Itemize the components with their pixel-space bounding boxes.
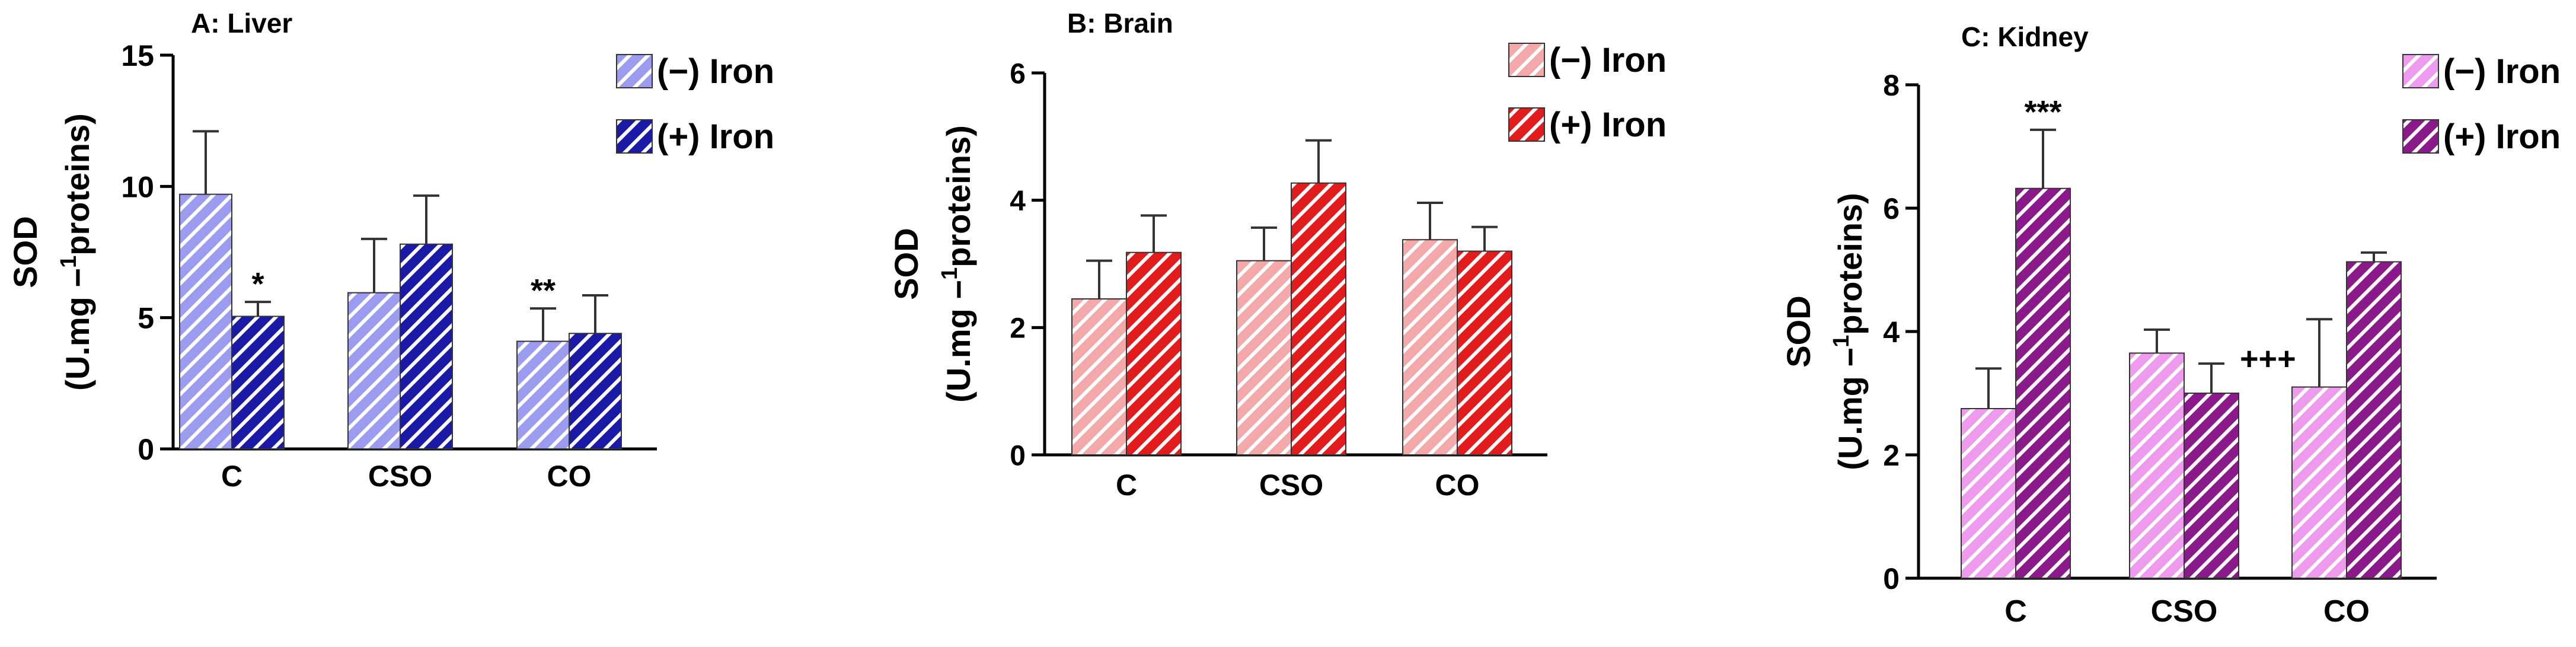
bar-cso-minus-iron bbox=[347, 292, 401, 450]
legend-swatch bbox=[616, 119, 653, 154]
bar-c-plus-iron bbox=[1126, 251, 1182, 455]
legend-swatch bbox=[1508, 107, 1545, 142]
bar-cso-minus-iron bbox=[2129, 352, 2185, 579]
bar-co-plus-iron bbox=[2346, 261, 2402, 579]
bar-c-plus-iron bbox=[231, 315, 285, 450]
y-tick-label: 5 bbox=[138, 302, 154, 335]
legend-label: (+) Iron bbox=[657, 117, 774, 156]
bar-cso-plus-iron bbox=[400, 243, 453, 450]
legend-swatch bbox=[616, 54, 653, 88]
bar-c-minus-iron bbox=[1961, 408, 2016, 579]
y-axis-unit-label: (U.mg −1proteins) bbox=[56, 113, 96, 391]
legend-label: (−) Iron bbox=[657, 52, 774, 91]
legend-swatch bbox=[1508, 43, 1545, 77]
x-tick-label: C bbox=[221, 460, 242, 493]
x-tick-label: CSO bbox=[368, 460, 432, 493]
y-axis-unit-label: (U.mg −1proteins) bbox=[937, 125, 977, 403]
x-tick-label: CSO bbox=[2151, 594, 2218, 629]
y-tick-label: 2 bbox=[1883, 439, 1900, 472]
significance-marker: *** bbox=[2024, 94, 2061, 130]
panel-kidney: C: Kidney SOD (U.mg −1proteins) 0 2 4 6 8 C CSO CO… bbox=[1780, 21, 2561, 629]
bar-co-minus-iron bbox=[2291, 386, 2347, 579]
legend-swatch bbox=[2402, 119, 2439, 154]
y-axis-label: SOD bbox=[1780, 295, 1817, 367]
bar-cso-minus-iron bbox=[1236, 260, 1292, 455]
y-tick-label: 15 bbox=[121, 39, 154, 72]
x-tick-label: CO bbox=[1435, 468, 1480, 502]
y-tick-label: 4 bbox=[1010, 186, 1026, 217]
y-axis-label: SOD bbox=[888, 228, 925, 299]
y-tick-label: 0 bbox=[1010, 440, 1026, 471]
panel-brain: B: Brain SOD (U.mg −1proteins) 0 2 4 6 C CSO CO (−… bbox=[888, 8, 1667, 502]
bar-co-plus-iron bbox=[569, 333, 622, 450]
y-tick-label: 0 bbox=[1883, 562, 1900, 595]
legend-label: (+) Iron bbox=[1549, 106, 1667, 144]
legend-swatch bbox=[2402, 54, 2439, 88]
bar-c-plus-iron bbox=[2015, 187, 2071, 579]
x-tick-label: CSO bbox=[1259, 468, 1323, 502]
significance-marker: +++ bbox=[2240, 341, 2296, 377]
y-tick-label: 0 bbox=[138, 433, 154, 466]
panel-liver: A: Liver SOD (U.mg −1proteins) 0 5 10 15 C CSO CO… bbox=[7, 8, 774, 493]
bar-co-plus-iron bbox=[1457, 250, 1512, 455]
x-tick-label: CO bbox=[547, 460, 592, 493]
y-axis-label: SOD bbox=[7, 216, 44, 288]
chart-title: C: Kidney bbox=[1961, 21, 2089, 52]
y-axis-unit-label: (U.mg −1proteins) bbox=[1829, 193, 1869, 470]
legend-label: (−) Iron bbox=[1549, 41, 1667, 79]
y-tick-label: 4 bbox=[1883, 315, 1900, 349]
x-tick-label: C bbox=[2004, 594, 2027, 629]
legend-label: (+) Iron bbox=[2443, 117, 2561, 156]
y-tick-label: 10 bbox=[121, 170, 154, 203]
chart-title: B: Brain bbox=[1067, 8, 1173, 39]
y-tick-label: 6 bbox=[1010, 58, 1026, 90]
significance-marker: ** bbox=[531, 273, 556, 308]
x-tick-label: C bbox=[1116, 468, 1137, 502]
y-tick-label: 2 bbox=[1010, 313, 1026, 345]
bar-co-minus-iron bbox=[1402, 239, 1458, 455]
significance-marker: * bbox=[251, 266, 264, 302]
x-tick-label: CO bbox=[2323, 594, 2370, 629]
bar-cso-plus-iron bbox=[2184, 393, 2239, 579]
y-tick-label: 8 bbox=[1883, 69, 1900, 102]
bar-cso-plus-iron bbox=[1291, 182, 1346, 455]
chart-title: A: Liver bbox=[191, 8, 292, 39]
bar-c-minus-iron bbox=[1071, 298, 1127, 455]
legend-label: (−) Iron bbox=[2443, 52, 2561, 91]
bar-c-minus-iron bbox=[179, 193, 232, 450]
bar-co-minus-iron bbox=[516, 340, 570, 450]
y-tick-label: 6 bbox=[1883, 192, 1900, 225]
